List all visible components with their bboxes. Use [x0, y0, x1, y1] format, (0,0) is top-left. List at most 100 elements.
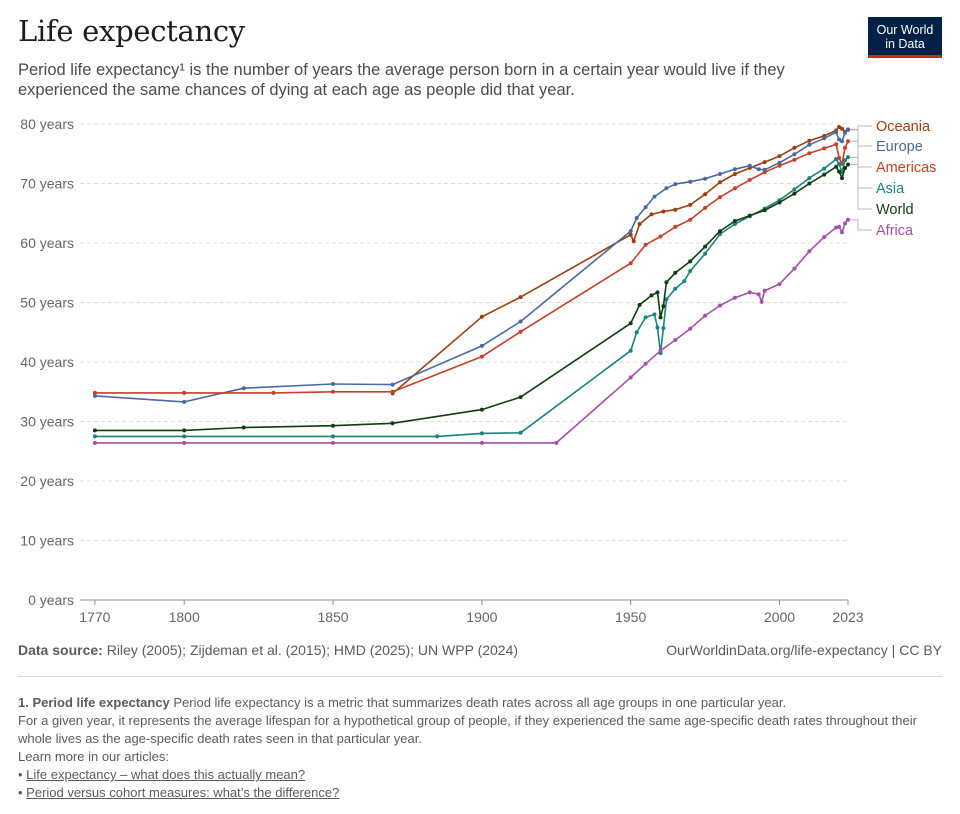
article-link-life-expectancy[interactable]: Life expectancy – what does this actuall… [26, 767, 306, 782]
owid-logo[interactable]: Our World in Data [868, 17, 942, 58]
data-point-americas [843, 145, 847, 150]
x-tick-label: 1770 [79, 609, 110, 625]
data-point-world [718, 229, 722, 234]
data-point-americas [182, 390, 187, 395]
data-point-africa [673, 338, 678, 342]
data-point-oceania [718, 180, 722, 185]
data-point-africa [846, 217, 850, 222]
article-link-period-cohort[interactable]: Period versus cohort measures: what’s th… [26, 785, 340, 800]
data-point-africa [822, 235, 827, 240]
legend-label-americas: Americas [876, 160, 936, 176]
data-source-text: Riley (2005); Zijdeman et al. (2015); HM… [102, 642, 519, 658]
data-point-asia [661, 326, 666, 331]
data-point-americas [846, 139, 850, 144]
chart-subtitle: Period life expectancy¹ is the number of… [18, 61, 785, 99]
legend-connector [850, 156, 872, 189]
data-point-asia [732, 222, 737, 226]
data-point-asia [792, 187, 797, 192]
data-point-africa [703, 313, 708, 318]
data-point-world [703, 244, 708, 249]
data-point-world [834, 164, 839, 169]
data-point-asia [807, 176, 812, 181]
data-point-africa [747, 290, 752, 295]
data-point-oceania [637, 222, 642, 226]
data-source: Data source: Riley (2005); Zijdeman et a… [18, 642, 518, 658]
data-point-oceania [807, 138, 812, 143]
data-point-world [390, 421, 395, 426]
data-point-americas [762, 170, 767, 175]
license-link[interactable]: OurWorldinData.org/life-expectancy | CC … [666, 642, 942, 658]
data-point-asia [518, 430, 523, 435]
data-point-europe [807, 142, 812, 147]
data-point-oceania [518, 295, 523, 300]
data-point-africa [732, 295, 737, 300]
data-point-asia [331, 434, 335, 439]
series-line-africa [94, 219, 849, 444]
data-point-africa [792, 266, 797, 271]
data-point-world [688, 259, 693, 264]
data-point-oceania [792, 145, 797, 150]
data-point-oceania [688, 202, 693, 207]
footnote-body: Period life expectancy is a metric that … [169, 695, 787, 710]
data-point-asia [837, 161, 842, 166]
data-point-europe [390, 382, 395, 387]
data-point-world [628, 321, 633, 326]
data-point-world [518, 395, 523, 400]
data-point-asia [843, 158, 847, 163]
y-tick-label: 70 years [20, 176, 74, 192]
data-point-americas [92, 390, 97, 395]
data-point-oceania [840, 126, 844, 131]
data-point-africa [658, 348, 663, 353]
data-point-americas [658, 234, 663, 239]
data-point-europe [664, 186, 669, 191]
data-point-asia [182, 434, 187, 439]
data-point-asia [834, 157, 839, 162]
data-point-asia [92, 434, 97, 439]
data-point-oceania [703, 192, 708, 197]
series-line-americas [94, 140, 849, 394]
data-point-europe [241, 386, 246, 391]
legend-label-world: World [876, 202, 914, 218]
data-point-africa [840, 230, 844, 235]
data-point-asia [682, 279, 687, 284]
data-point-world [732, 219, 737, 223]
data-point-africa [331, 440, 335, 445]
legend-connector [850, 125, 872, 131]
data-point-africa [554, 440, 559, 445]
data-point-europe [718, 172, 722, 176]
data-point-asia [479, 431, 484, 436]
data-point-europe [837, 137, 842, 142]
legend-connector [850, 163, 872, 210]
data-point-africa [843, 221, 847, 226]
x-tick-label: 2023 [832, 609, 863, 625]
data-point-africa [807, 249, 812, 254]
data-point-world [843, 166, 847, 170]
data-point-africa [479, 440, 484, 445]
data-point-asia [652, 312, 657, 317]
data-point-americas [732, 186, 737, 191]
data-point-asia [643, 315, 648, 320]
data-point-europe [518, 319, 523, 324]
data-point-americas [518, 329, 523, 334]
data-point-europe [756, 167, 761, 172]
data-point-americas [718, 195, 722, 200]
data-point-europe [846, 127, 850, 132]
data-point-oceania [837, 125, 842, 129]
data-point-europe [652, 194, 657, 199]
data-point-americas [643, 242, 648, 247]
data-point-oceania [631, 239, 636, 244]
data-point-americas [747, 177, 752, 182]
data-point-asia [673, 286, 678, 291]
data-point-europe [843, 130, 847, 135]
data-point-europe [777, 160, 782, 165]
data-point-europe [732, 167, 737, 172]
data-point-africa [777, 282, 782, 287]
data-point-oceania [661, 209, 666, 214]
data-point-world [673, 270, 678, 275]
data-point-world [747, 213, 752, 218]
y-tick-label: 50 years [20, 295, 74, 311]
x-tick-label: 1800 [169, 609, 200, 625]
legend-label-europe: Europe [876, 139, 923, 155]
data-point-africa [837, 224, 842, 229]
data-point-americas [834, 142, 839, 147]
